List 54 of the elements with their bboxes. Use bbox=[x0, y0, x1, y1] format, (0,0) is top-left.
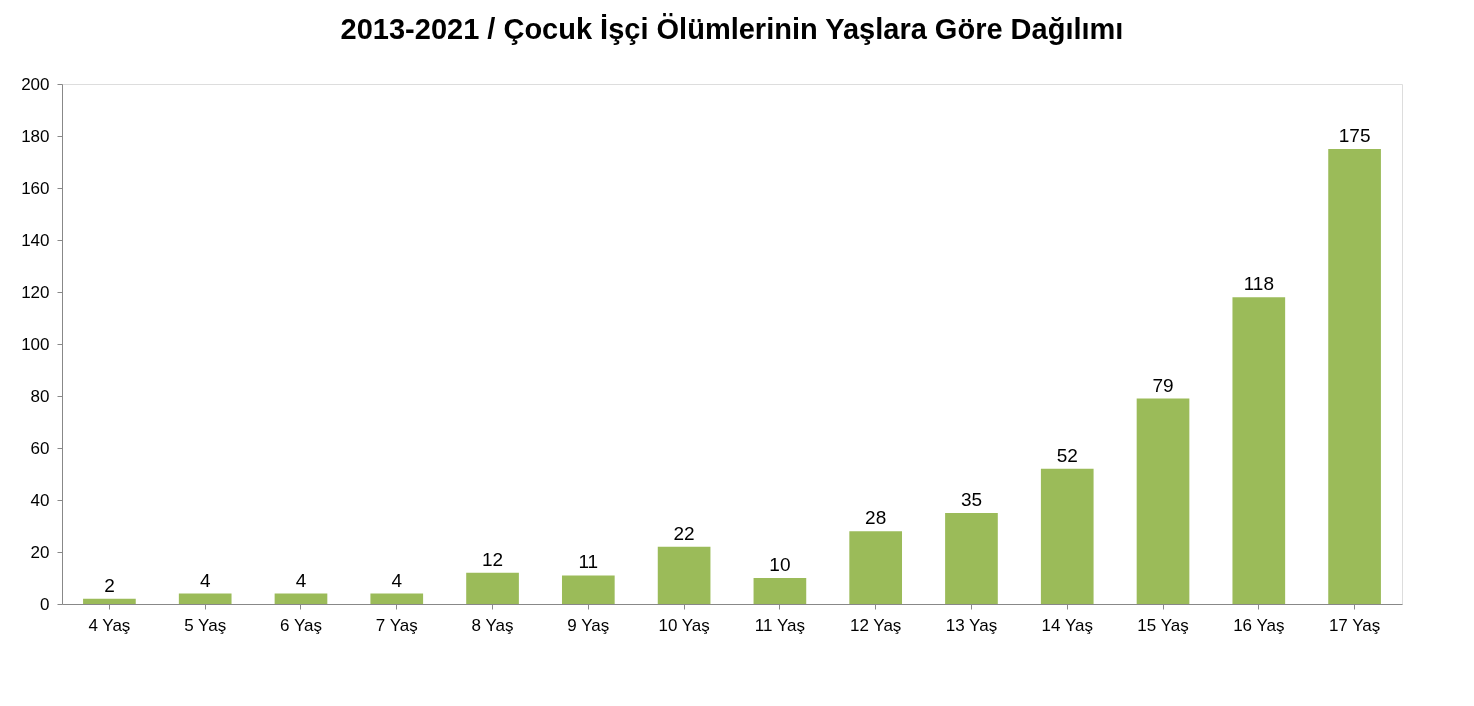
x-tick-label: 15 Yaş bbox=[1137, 615, 1189, 635]
y-tick-label: 200 bbox=[21, 74, 50, 94]
bar bbox=[1136, 398, 1190, 604]
data-label: 52 bbox=[1056, 444, 1078, 466]
x-tick-label: 5 Yaş bbox=[184, 615, 227, 635]
y-tick-label: 160 bbox=[21, 178, 50, 198]
bar bbox=[274, 593, 328, 604]
bar bbox=[83, 598, 136, 604]
bar bbox=[945, 513, 998, 604]
x-tick-label: 17 Yaş bbox=[1328, 615, 1381, 635]
x-tick-label: 9 Yaş bbox=[567, 615, 610, 635]
bar bbox=[1232, 297, 1286, 604]
y-tick-label: 20 bbox=[30, 542, 50, 562]
data-label: 11 bbox=[578, 551, 599, 573]
x-tick-label: 4 Yaş bbox=[88, 615, 131, 635]
bar bbox=[178, 593, 232, 604]
data-label: 28 bbox=[865, 507, 887, 529]
data-label: 12 bbox=[481, 548, 504, 570]
data-label: 175 bbox=[1338, 125, 1371, 146]
bar bbox=[1328, 149, 1381, 604]
bar bbox=[1040, 468, 1094, 604]
x-tick-label: 13 Yaş bbox=[945, 615, 998, 635]
data-label: 4 bbox=[391, 569, 403, 591]
data-label: 79 bbox=[1152, 374, 1174, 396]
x-tick-label: 11 Yaş bbox=[754, 615, 805, 635]
bar bbox=[561, 575, 615, 604]
bar bbox=[466, 572, 519, 604]
x-tick-label: 12 Yaş bbox=[849, 615, 902, 635]
data-label: 10 bbox=[769, 554, 791, 575]
x-tick-label: 8 Yaş bbox=[471, 615, 514, 635]
y-tick-label: 0 bbox=[40, 594, 50, 614]
data-label: 22 bbox=[673, 522, 695, 544]
y-tick-label: 40 bbox=[30, 490, 50, 510]
bar bbox=[370, 593, 424, 604]
x-tick-label: 16 Yaş bbox=[1233, 615, 1285, 635]
y-tick-label: 80 bbox=[30, 386, 50, 406]
data-label: 2 bbox=[104, 574, 115, 596]
bar bbox=[753, 578, 807, 604]
y-tick-label: 60 bbox=[30, 438, 50, 458]
bar bbox=[849, 531, 903, 604]
y-tick-label: 180 bbox=[21, 126, 50, 146]
chart-title: 2013-2021 / Çocuk İşçi Ölümlerinin Yaşlara Göre Dağılımı bbox=[340, 13, 1124, 45]
x-tick-label: 14 Yaş bbox=[1041, 615, 1093, 635]
bar bbox=[657, 546, 711, 604]
y-tick-label: 100 bbox=[21, 334, 50, 354]
data-label: 35 bbox=[960, 489, 983, 510]
data-label: 4 bbox=[295, 569, 307, 591]
x-tick-label: 10 Yaş bbox=[658, 615, 710, 635]
data-label: 118 bbox=[1243, 273, 1274, 295]
data-label: 4 bbox=[199, 569, 211, 591]
x-tick-label: 7 Yaş bbox=[375, 615, 418, 635]
y-tick-label: 120 bbox=[21, 282, 50, 302]
x-tick-label: 6 Yaş bbox=[280, 615, 322, 635]
y-tick-label: 140 bbox=[21, 230, 50, 250]
